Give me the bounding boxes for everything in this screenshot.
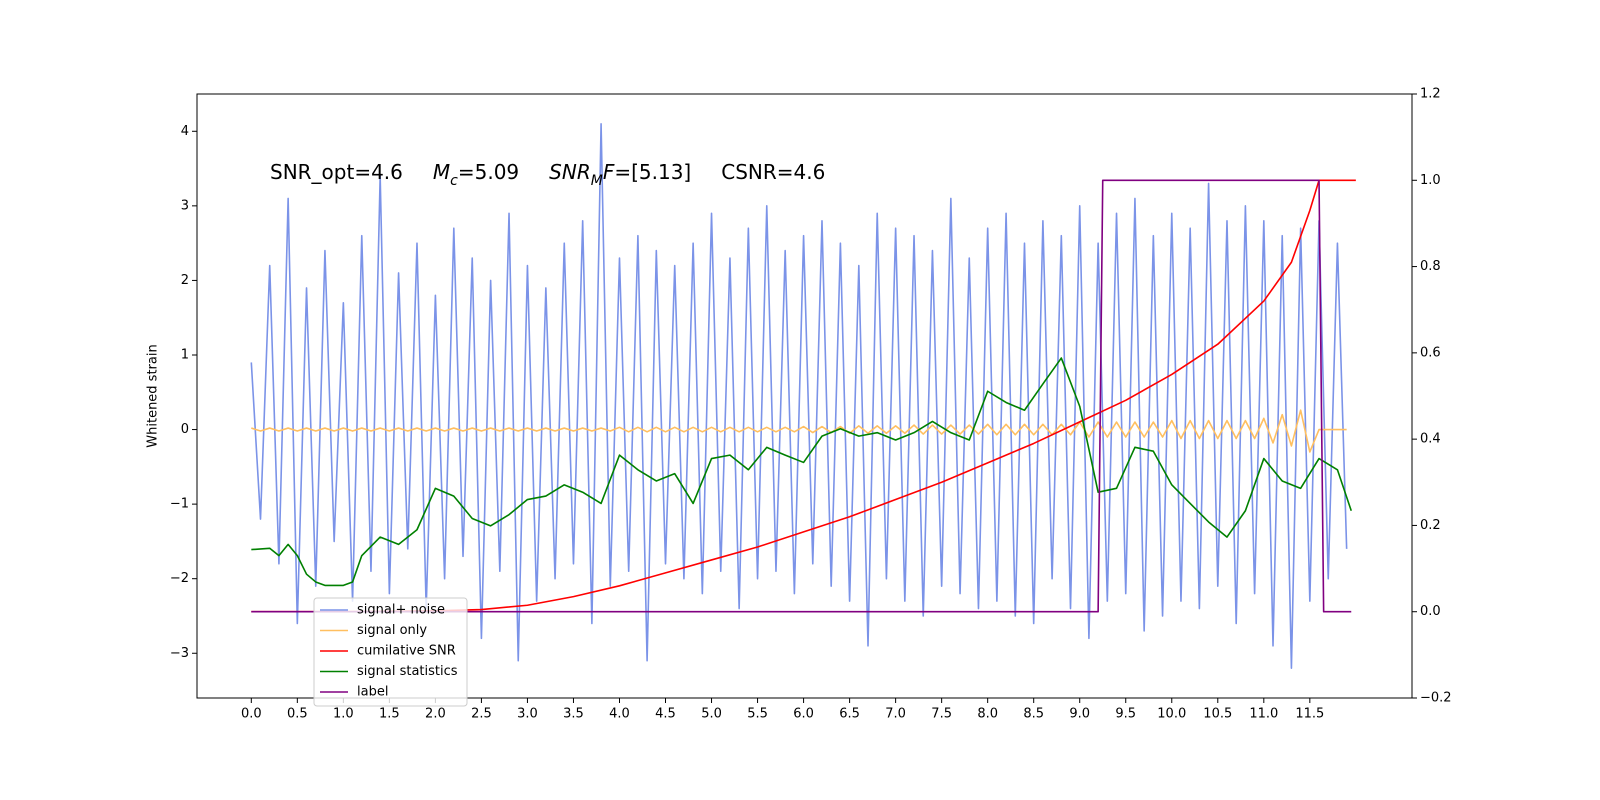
x-tick-label: 0.0	[241, 707, 262, 722]
x-tick-label: 5.5	[747, 707, 768, 722]
x-tick-label: 6.5	[839, 707, 860, 722]
x-tick-label: 6.0	[793, 707, 814, 722]
annotation: SNR_opt=4.6 Mc=5.09 SNRMF=[5.13] CSNR=4.6	[270, 160, 825, 190]
y-tick-label: 3	[181, 198, 189, 213]
series-line	[251, 179, 1356, 613]
x-tick-label: 9.0	[1069, 707, 1090, 722]
legend-label: cumilative SNR	[357, 644, 456, 659]
y2-tick-label: 0.0	[1420, 604, 1441, 619]
y-tick-label: 4	[181, 124, 189, 139]
y-tick-label: 0	[181, 422, 189, 437]
series-line	[251, 357, 1353, 587]
x-tick-label: 7.5	[931, 707, 952, 722]
legend: signal+ noise signal only cumilative SNR si…	[313, 597, 468, 707]
x-tick-label: 9.5	[1115, 707, 1136, 722]
annotation-part: F	[603, 160, 615, 184]
x-tick-label: 0.5	[287, 707, 308, 722]
x-tick-label: 2.0	[425, 707, 446, 722]
y2-tick-label: 1.0	[1420, 173, 1441, 188]
y-axis-label: Whitened strain	[146, 344, 161, 447]
annotation-part: M	[591, 173, 603, 189]
x-tick-label: 7.0	[885, 707, 906, 722]
plot-frame	[196, 93, 1413, 699]
y-tick-label: −3	[170, 646, 189, 661]
x-tick-label: 8.0	[977, 707, 998, 722]
annotation-part: SNR	[549, 160, 591, 184]
x-tick-label: 1.5	[379, 707, 400, 722]
legend-label: label	[357, 685, 388, 700]
y2-tick-label: 1.2	[1420, 87, 1441, 102]
x-tick-label: 10.0	[1157, 707, 1186, 722]
x-tick-label: 10.5	[1203, 707, 1232, 722]
series-line	[250, 123, 1348, 669]
x-tick-label: 4.5	[655, 707, 676, 722]
y2-tick-label: 0.2	[1420, 518, 1441, 533]
x-tick-label: 3.5	[563, 707, 584, 722]
series-line	[251, 179, 1352, 613]
legend-box	[313, 597, 468, 707]
annotation-part: =[5.13]	[614, 160, 691, 184]
legend-label: signal only	[357, 623, 427, 638]
annotation-part: c	[450, 173, 458, 189]
y-tick-label: 2	[181, 273, 189, 288]
x-tick-label: 5.0	[701, 707, 722, 722]
y-tick-label: −1	[170, 497, 189, 512]
legend-label: signal+ noise	[357, 603, 445, 618]
y2-tick-label: 0.8	[1420, 259, 1441, 274]
y-tick-label: −2	[170, 571, 189, 586]
x-tick-label: 8.5	[1023, 707, 1044, 722]
x-tick-label: 3.0	[517, 707, 538, 722]
annotation-part: SNR_opt=4.6	[270, 160, 403, 184]
annotation-part: CSNR=4.6	[721, 160, 825, 184]
x-tick-label: 4.0	[609, 707, 630, 722]
y2-tick-label: 0.4	[1420, 432, 1441, 447]
x-tick-label: 11.5	[1295, 707, 1324, 722]
x-tick-label: 2.5	[471, 707, 492, 722]
series-line	[251, 409, 1347, 453]
y2-tick-label: −0.2	[1420, 691, 1452, 706]
legend-label: signal statistics	[357, 664, 458, 679]
annotation-part: =5.09	[458, 160, 519, 184]
x-tick-label: 1.0	[333, 707, 354, 722]
y2-tick-label: 0.6	[1420, 345, 1441, 360]
x-tick-label: 11.0	[1249, 707, 1278, 722]
y-tick-label: 1	[181, 347, 189, 362]
annotation-part: M	[433, 160, 450, 184]
